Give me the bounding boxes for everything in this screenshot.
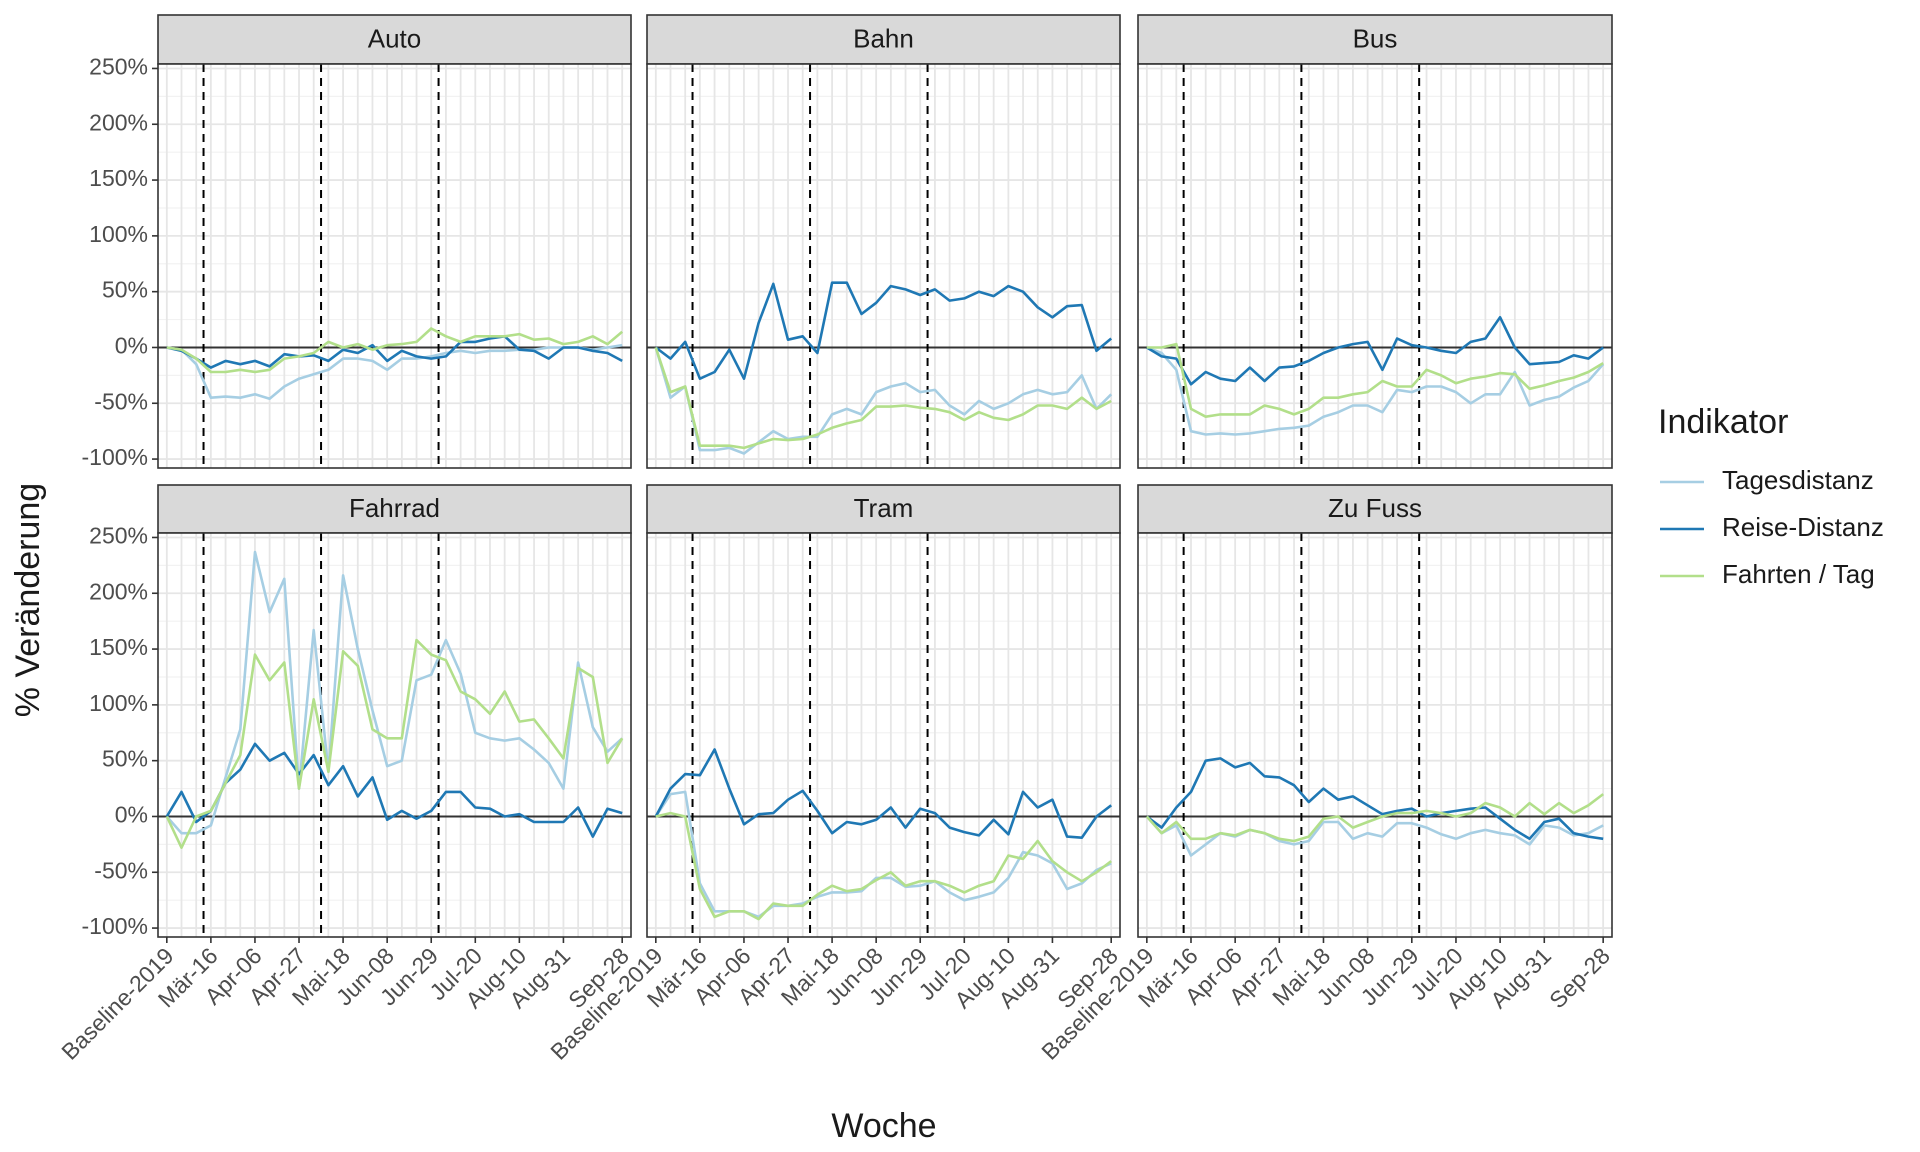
strip-title: Fahrrad [349, 493, 440, 523]
y-tick-label: 0% [115, 333, 148, 359]
panel-border [1137, 63, 1613, 469]
series-line [166, 335, 623, 369]
panel-background [647, 533, 1120, 937]
y-tick-label: 200% [89, 578, 148, 604]
series-line [654, 347, 1112, 450]
strip-title: Tram [854, 493, 914, 523]
y-tick-label: -100% [82, 913, 148, 939]
strip-title: Bus [1353, 23, 1398, 53]
y-tick-label: 200% [89, 109, 148, 135]
panel [1137, 532, 1613, 938]
series-line [655, 281, 1113, 380]
strip [157, 484, 632, 534]
y-tick-label: 150% [89, 634, 148, 660]
strip [646, 14, 1121, 65]
y-tick-label: -100% [82, 444, 148, 470]
series-line [166, 343, 623, 401]
panel [646, 63, 1121, 469]
series-line [1145, 793, 1604, 843]
legend-label: Fahrten / Tag [1722, 559, 1875, 589]
x-axis-title: Woche [831, 1107, 936, 1145]
series-line [1146, 757, 1604, 841]
series-line [1146, 342, 1604, 418]
y-tick-label: 250% [89, 54, 148, 80]
y-tick-label: -50% [94, 857, 148, 883]
panel-border [157, 63, 632, 469]
panel-background [1138, 64, 1612, 468]
series-line [655, 811, 1112, 921]
strip [1137, 484, 1613, 534]
series-line [166, 327, 624, 374]
y-tick-label: 100% [89, 690, 148, 716]
series-line [1146, 346, 1605, 436]
y-axis-title: % Veränderung [9, 483, 47, 717]
series-line [1146, 316, 1604, 386]
panel [1137, 63, 1613, 469]
legend-title: Indikator [1658, 403, 1788, 441]
y-tick-label: 150% [89, 165, 148, 191]
panel-background [1138, 533, 1612, 937]
y-tick-label: 50% [102, 277, 148, 303]
x-tick-label: Sep-28 [1544, 942, 1615, 1013]
panel [646, 532, 1121, 938]
panel-border [646, 63, 1121, 469]
y-tick-label: 0% [115, 802, 148, 828]
y-tick-label: 250% [89, 523, 148, 549]
y-tick-label: -50% [94, 388, 148, 414]
x-tick-label: Baseline-2019 [56, 942, 178, 1064]
series-line [165, 638, 624, 849]
panel-border [646, 532, 1121, 938]
strip [157, 14, 632, 65]
strip-title: Zu Fuss [1328, 493, 1422, 523]
panel-background [647, 64, 1120, 468]
panel-background [158, 64, 631, 468]
series-line [654, 748, 1112, 839]
panel-border [1137, 532, 1613, 938]
strip [1137, 14, 1613, 65]
strip-title: Bahn [853, 23, 914, 53]
panel [157, 532, 632, 938]
panel [157, 63, 632, 469]
series-line [165, 550, 624, 835]
panel-background [158, 533, 631, 937]
series-line [654, 347, 1113, 455]
strip-title: Auto [368, 23, 422, 53]
legend-label: Tagesdistanz [1722, 465, 1874, 495]
y-tick-label: 50% [102, 746, 148, 772]
y-tick-label: 100% [89, 221, 148, 247]
strip [646, 484, 1121, 534]
series-line [165, 742, 623, 838]
legend-label: Reise-Distanz [1722, 512, 1884, 542]
panel-border [157, 532, 632, 938]
